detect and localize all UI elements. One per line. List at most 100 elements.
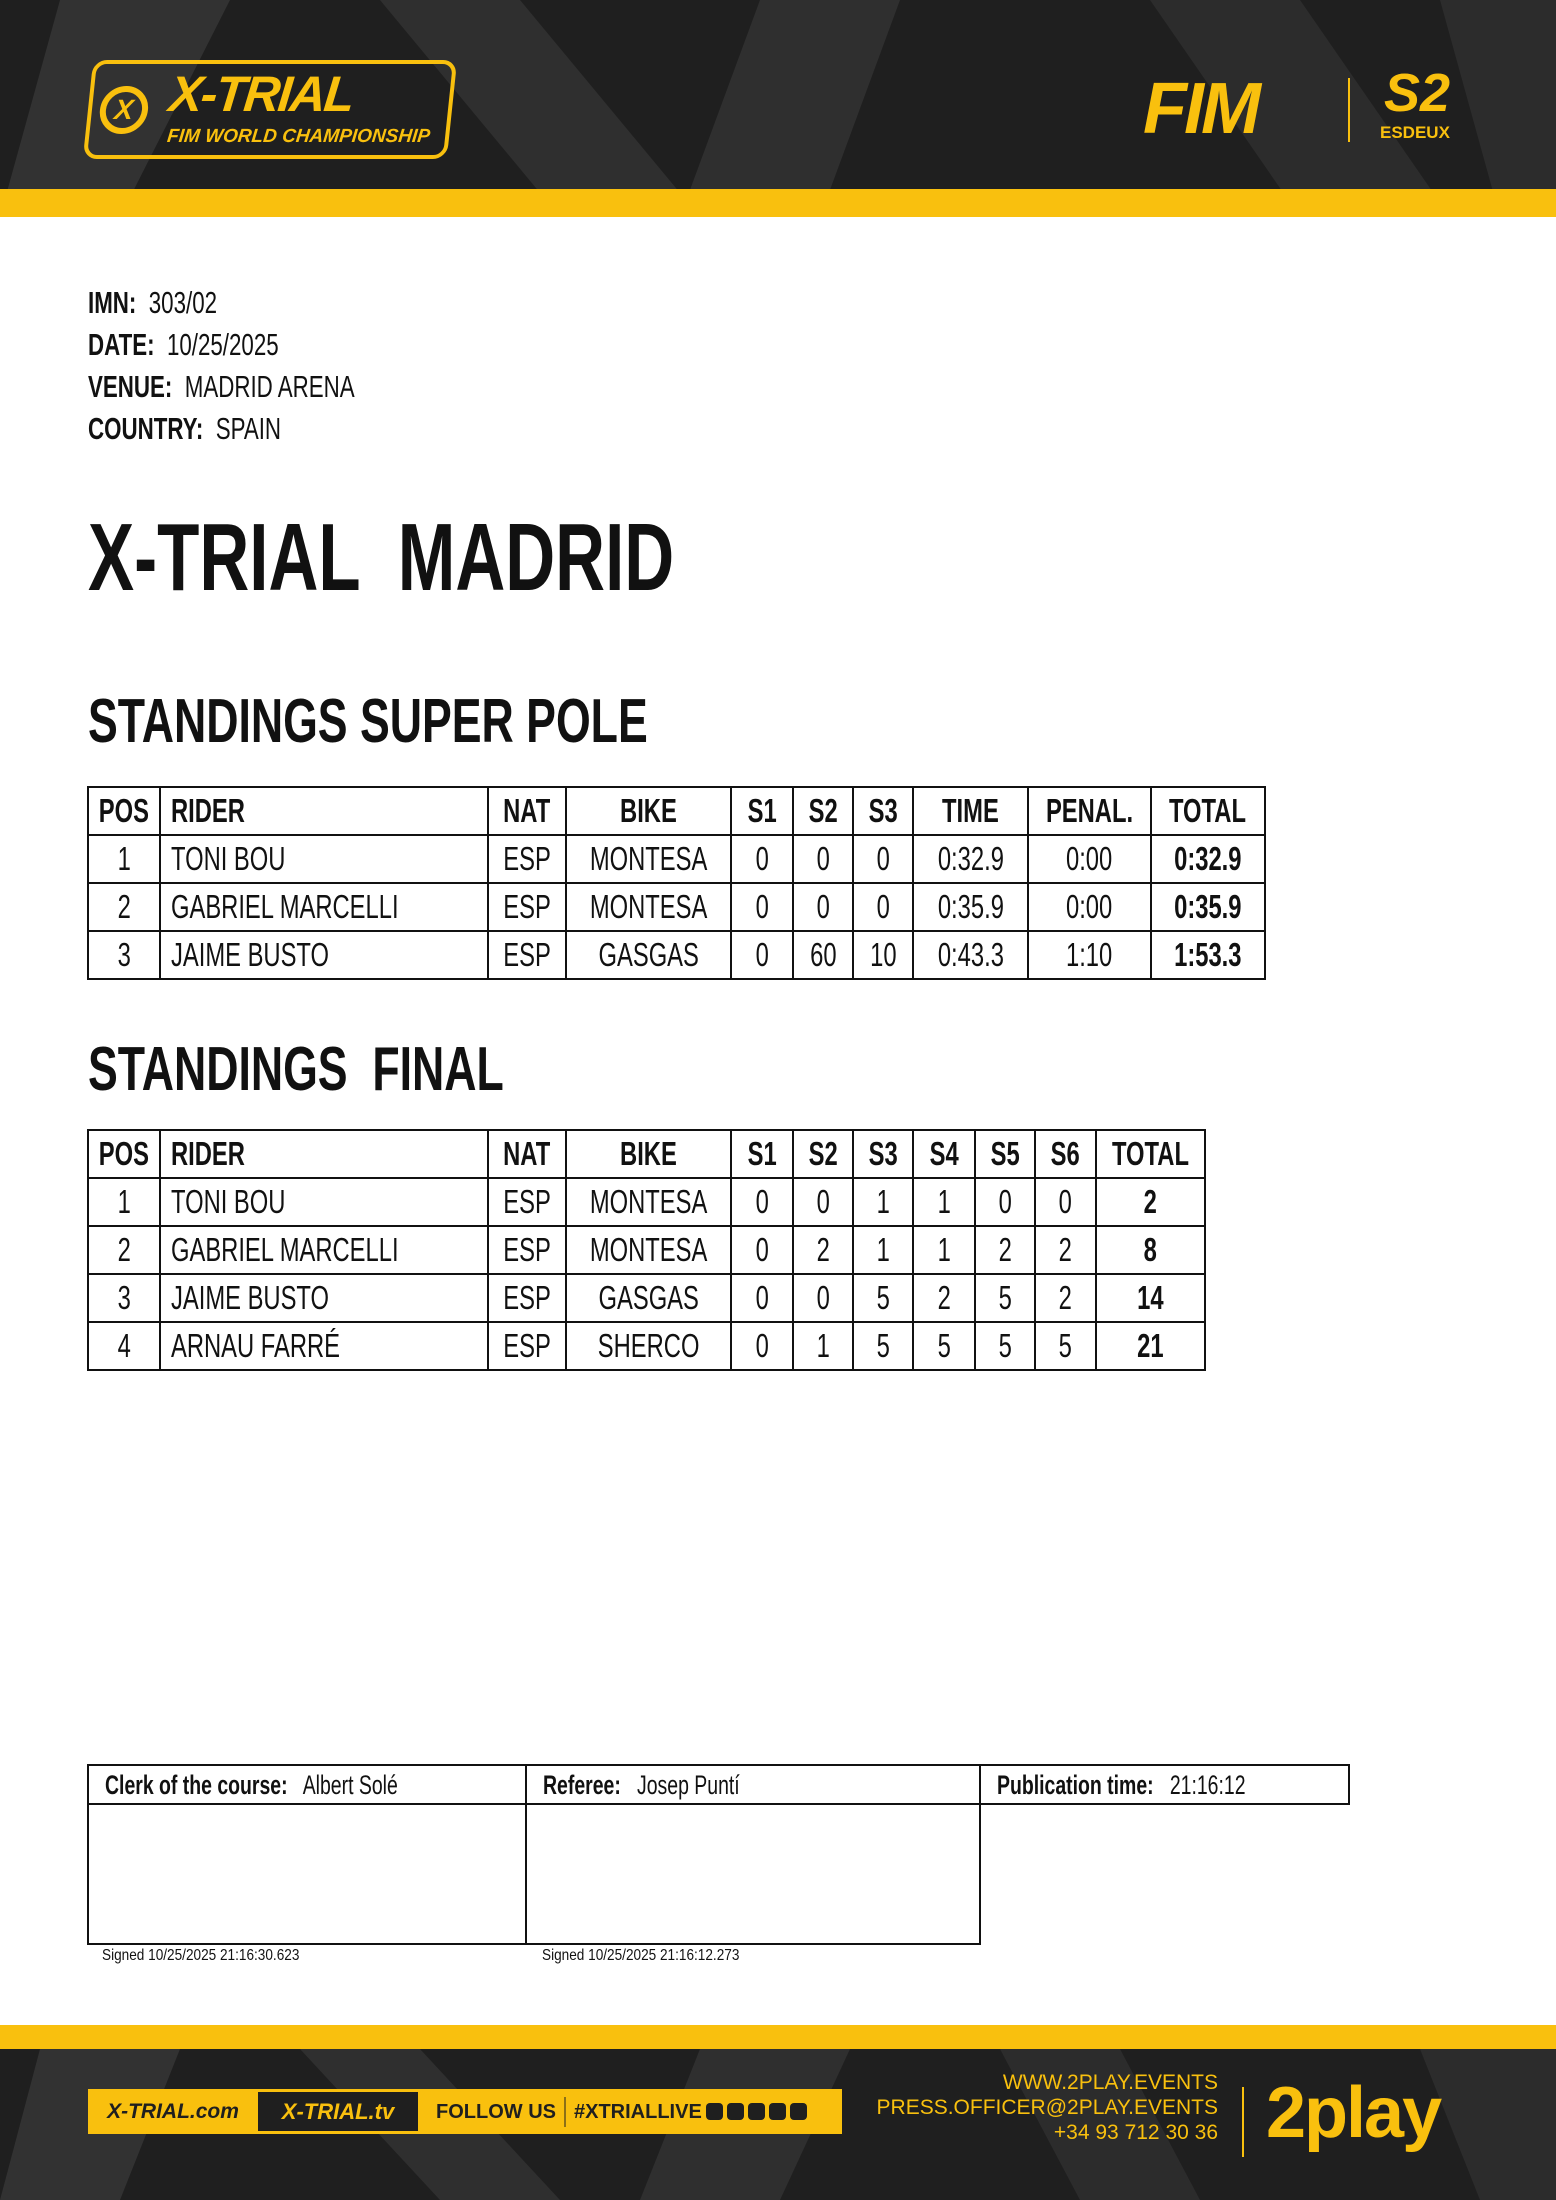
- cell-value: 0: [998, 1183, 1012, 1220]
- table-cell: 0: [791, 1273, 854, 1323]
- clerk-signed: Signed 10/25/2025 21:16:30.623: [102, 1946, 334, 1966]
- table-cell: 8: [1094, 1225, 1206, 1275]
- youtube-icon[interactable]: [768, 2103, 786, 2120]
- cell-value: GABRIEL MARCELLI: [170, 888, 399, 925]
- table-cell: 0: [851, 834, 914, 884]
- table-cell: 2: [1094, 1177, 1206, 1227]
- column-header-text: S1: [747, 1135, 777, 1172]
- logo-divider: [1348, 78, 1350, 142]
- column-header: TOTAL: [1094, 1129, 1206, 1179]
- date-row: DATE: 10/25/2025: [88, 325, 353, 365]
- cell-value: 2: [1058, 1231, 1073, 1268]
- instagram-icon[interactable]: [747, 2103, 765, 2120]
- logo-subtitle: FIM WORLD CHAMPIONSHIP: [166, 126, 432, 147]
- cell-value: 0: [876, 888, 890, 925]
- column-header-text: S3: [868, 1135, 898, 1172]
- footer-divider: [1242, 2087, 1244, 2157]
- table-cell: JAIME BUSTO: [158, 930, 489, 980]
- column-header: S6: [1033, 1129, 1097, 1179]
- table-cell: 0: [791, 1177, 854, 1227]
- cell-value: ESP: [502, 1279, 551, 1316]
- column-header-text: S4: [929, 1135, 959, 1172]
- date-label: DATE:: [88, 327, 155, 362]
- referee-signature-box: [525, 1803, 981, 1945]
- column-header: POS: [87, 786, 161, 836]
- imn-value: 303/02: [148, 285, 218, 320]
- cell-value: MONTESA: [589, 888, 708, 925]
- cell-value: 2: [1058, 1279, 1073, 1316]
- column-header-text: S2: [808, 792, 838, 829]
- column-header-text: RIDER: [170, 1135, 245, 1172]
- tiktok-icon[interactable]: [789, 2103, 807, 2120]
- table-row: 1 TONI BOU ESP MONTESA 0 0 0 0:32.9 0:00 0:32.9: [87, 834, 1266, 884]
- column-header-text: BIKE: [619, 1135, 677, 1172]
- table-cell: 0:43.3: [911, 930, 1029, 980]
- cell-value: MONTESA: [589, 840, 708, 877]
- referee-signed-text: Signed 10/25/2025 21:16:12.273: [542, 1947, 740, 1964]
- column-header-text: S3: [868, 792, 898, 829]
- table-row: 2 GABRIEL MARCELLI ESP MONTESA 0 0 0 0:35.9 0:00…: [87, 882, 1266, 932]
- cell-value: 5: [1058, 1327, 1073, 1364]
- final-table: POS RIDER NAT BIKE S1 S2 S3 S4 S5 S6 TOTAL 1 TONI BO…: [87, 1129, 1206, 1371]
- cell-value: 0:43.3: [937, 936, 1004, 973]
- clerk-name: Albert Solé: [302, 1769, 398, 1800]
- table-cell: 0: [729, 1321, 794, 1371]
- cell-value: 0: [816, 888, 830, 925]
- venue-row: VENUE: MADRID ARENA: [88, 367, 458, 407]
- cell-value: 2: [117, 888, 131, 925]
- table-cell: 60: [791, 930, 854, 980]
- table-cell: ESP: [486, 834, 567, 884]
- table-cell: 2: [87, 882, 161, 932]
- cell-value: 5: [876, 1327, 890, 1364]
- table-cell: TONI BOU: [158, 1177, 489, 1227]
- cell-value: 0: [816, 1183, 830, 1220]
- header-banner: X X-TRIAL FIM WORLD CHAMPIONSHIP FIM S2 …: [0, 0, 1556, 217]
- table-cell: GASGAS: [564, 930, 732, 980]
- superpole-heading: STANDINGS SUPER POLE: [88, 690, 865, 754]
- cell-value: 3: [117, 936, 131, 973]
- cell-value: 0:35.9: [937, 888, 1004, 925]
- table-row: 3 JAIME BUSTO ESP GASGAS 0 60 10 0:43.3 1:10 1:53…: [87, 930, 1266, 980]
- cell-value: 0:00: [1066, 840, 1113, 877]
- venue-value: MADRID ARENA: [184, 369, 355, 404]
- table-cell: 1: [87, 834, 161, 884]
- clerk-signed-text: Signed 10/25/2025 21:16:30.623: [102, 1947, 300, 1964]
- social-divider: [563, 2096, 566, 2127]
- column-header: TOTAL: [1149, 786, 1266, 836]
- fim-logo: FIM: [1143, 69, 1261, 149]
- cell-value: MONTESA: [589, 1183, 708, 1220]
- xtrial-logo: X X-TRIAL FIM WORLD CHAMPIONSHIP: [82, 60, 458, 159]
- press-email[interactable]: PRESS.OFFICER@2PLAY.EVENTS: [876, 2096, 1218, 2119]
- cell-value: 1: [816, 1327, 830, 1364]
- column-header-text: S5: [990, 1135, 1020, 1172]
- table-cell: 0:35.9: [1149, 882, 1266, 932]
- xtrial-com-link[interactable]: X-TRIAL.com: [107, 2099, 239, 2123]
- facebook-icon[interactable]: [705, 2103, 723, 2120]
- column-header: S1: [729, 1129, 794, 1179]
- clerk-cell: Clerk of the course: Albert Solé: [87, 1764, 527, 1805]
- website-link[interactable]: WWW.2PLAY.EVENTS: [1002, 2071, 1218, 2094]
- table-cell: 2: [973, 1225, 1036, 1275]
- table-cell: MONTESA: [564, 882, 732, 932]
- cell-value: 4: [117, 1327, 131, 1364]
- cell-value: 2: [1143, 1183, 1158, 1220]
- twitter-icon[interactable]: [726, 2103, 744, 2120]
- table-cell: 5: [851, 1321, 914, 1371]
- xtrial-tv-link[interactable]: X-TRIAL.tv: [258, 2092, 418, 2131]
- table-cell: ESP: [486, 930, 567, 980]
- column-header: S3: [851, 786, 914, 836]
- column-header: S4: [911, 1129, 976, 1179]
- cell-value: 21: [1137, 1327, 1164, 1364]
- table-cell: 1:53.3: [1149, 930, 1266, 980]
- cell-value: 0: [755, 1327, 769, 1364]
- page-title: X-TRIAL MADRID: [88, 508, 902, 608]
- table-cell: 0: [729, 1273, 794, 1323]
- cell-value: 5: [998, 1327, 1012, 1364]
- table-cell: 0:32.9: [911, 834, 1029, 884]
- table-cell: 5: [851, 1273, 914, 1323]
- cell-value: 1: [117, 1183, 131, 1220]
- table-cell: GASGAS: [564, 1273, 732, 1323]
- table-cell: TONI BOU: [158, 834, 489, 884]
- follow-us-text: FOLLOW US: [436, 2100, 556, 2123]
- table-cell: 2: [911, 1273, 976, 1323]
